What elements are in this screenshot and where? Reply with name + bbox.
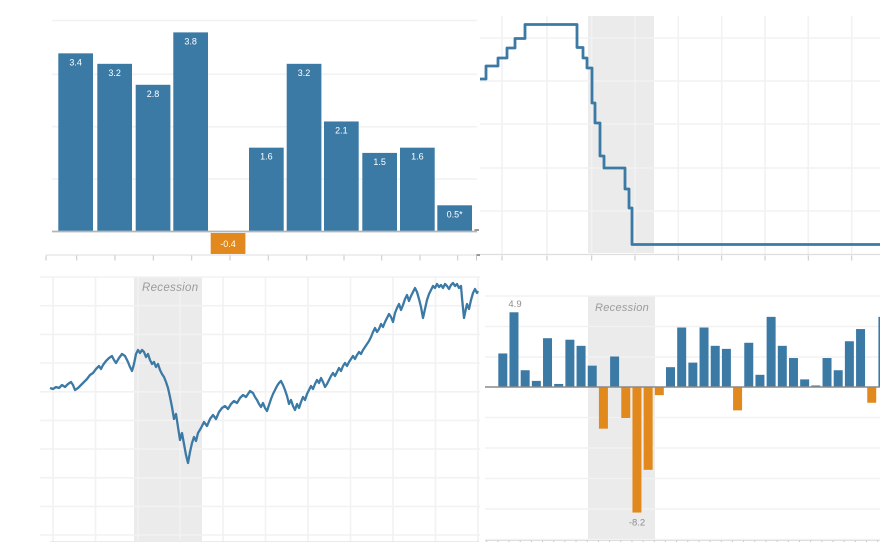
recession-label: Recession (595, 302, 649, 314)
bar (811, 385, 821, 387)
recession-label: Recession (142, 282, 198, 294)
bar (509, 312, 519, 387)
bar (554, 383, 564, 387)
bar (587, 365, 597, 387)
bar (610, 356, 620, 387)
bar (400, 147, 435, 232)
negative-bar (733, 387, 743, 411)
bar-value-label: 3.2 (298, 68, 311, 78)
negative-bar (632, 387, 642, 513)
chart-panel-stock-index: Recession (40, 264, 480, 542)
quarterly-growth-bar-chart: Recession 4.9 -8.2 (485, 295, 880, 542)
bar-value-label: 3.2 (108, 68, 121, 78)
bar (844, 341, 854, 387)
bar (531, 380, 541, 387)
bar-value-label: 3.4 (69, 57, 82, 67)
bar (498, 353, 508, 387)
bar (755, 374, 765, 387)
clipped-label-mark (474, 229, 479, 231)
bar (822, 358, 832, 387)
bar-value-label: 1.6 (411, 152, 424, 162)
stock-index-line-chart: Recession (40, 276, 480, 542)
data-line (49, 281, 480, 465)
negative-bar (598, 387, 608, 429)
bar-value-label: -0.4 (220, 239, 236, 249)
data-line (480, 23, 880, 246)
negative-bar (210, 233, 246, 254)
bar (721, 348, 731, 387)
bar (833, 370, 843, 387)
bar-value-label: 1.5 (373, 157, 386, 167)
bar-value-label: 2.1 (335, 125, 348, 135)
bar-value-label: 0.5* (447, 209, 464, 219)
bar (744, 342, 754, 387)
bar (543, 338, 553, 387)
chart-panel-quarterly-growth: Recession 4.9 -8.2 (480, 264, 880, 542)
annotation-label: 4.9 (508, 299, 521, 310)
bar (677, 327, 687, 387)
bar (710, 345, 720, 387)
policy-rate-step-chart (480, 16, 880, 261)
negative-bar (621, 387, 631, 418)
bar (666, 367, 675, 387)
recession-band (588, 16, 654, 253)
bar (249, 147, 284, 232)
bar (362, 152, 397, 232)
bar (788, 358, 798, 387)
bar (800, 379, 810, 387)
bar (58, 53, 93, 232)
bar (688, 362, 698, 387)
negative-bar (867, 387, 877, 403)
bar-value-label: 2.8 (147, 89, 160, 99)
chart-panel-policy-rate (480, 16, 880, 264)
bar (324, 121, 359, 232)
bar (878, 316, 880, 387)
chart-panel-annual-growth: 3.4 3.2 2.8 3.8 -0.4 1.6 3.2 2.1 1.5 1.6 0.5* (40, 16, 480, 264)
bar (565, 339, 575, 387)
bar (173, 32, 208, 232)
bar (437, 205, 472, 232)
bar (286, 63, 322, 232)
clipped-label-mark (476, 254, 480, 256)
bar (766, 316, 776, 387)
bar (699, 327, 709, 387)
negative-bar (643, 387, 653, 470)
bar-value-label: 1.6 (260, 152, 273, 162)
bar (576, 345, 586, 387)
bar (520, 370, 530, 387)
bar (135, 84, 171, 232)
negative-bar (654, 387, 664, 396)
recession-band (134, 277, 202, 541)
annotation-label: -8.2 (629, 518, 645, 529)
bar (777, 345, 787, 387)
bar (856, 329, 866, 387)
bar-value-label: 3.8 (184, 36, 197, 46)
bar (97, 63, 132, 232)
annual-growth-bar-chart: 3.4 3.2 2.8 3.8 -0.4 1.6 3.2 2.1 1.5 1.6 0.5* (45, 19, 480, 261)
